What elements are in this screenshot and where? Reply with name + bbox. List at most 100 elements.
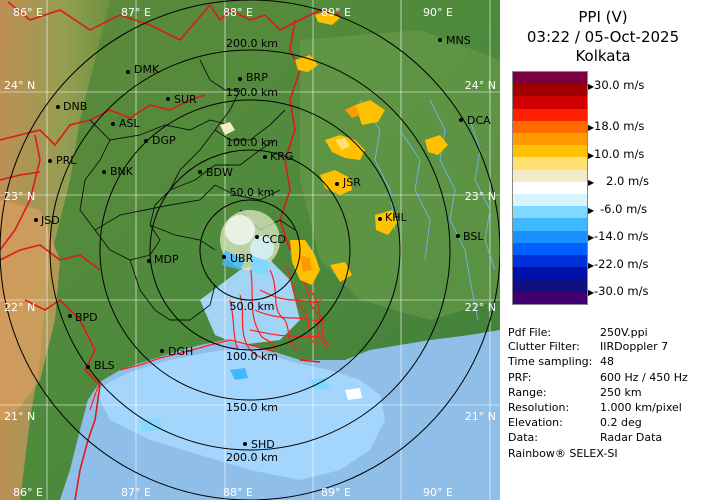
ring-label-south-200: 200.0 km (226, 451, 278, 464)
station-shd: SHD (243, 438, 275, 451)
station-mdp: MDP (147, 253, 179, 266)
ring-label-north-100: 100.0 km (226, 136, 278, 149)
colorbar-step (513, 291, 587, 304)
svg-text:SUR: SUR (174, 93, 197, 106)
ring-label-north-150: 150.0 km (226, 86, 278, 99)
lon-label-top-86: 86° E (13, 6, 43, 19)
colorbar-step (513, 169, 587, 182)
legend-label-10: 10.0 m/s (594, 147, 645, 161)
station-asl: ASL (111, 117, 141, 130)
ring-label-north-200: 200.0 km (226, 37, 278, 50)
info-value-sampling: 48 (600, 355, 614, 368)
lon-label-top-87: 87° E (121, 6, 151, 19)
info-key-clutter: Clutter Filter: (508, 340, 580, 353)
velocity-colorbar (512, 71, 588, 305)
legend-label-neg14: -14.0 m/s (594, 229, 649, 243)
station-dgh: DGH (160, 345, 193, 358)
lon-label-bottom-88: 88° E (223, 486, 253, 499)
svg-text:DNB: DNB (63, 100, 87, 113)
svg-text:BPD: BPD (75, 311, 98, 324)
info-key-data: Data: (508, 431, 538, 444)
info-value-range: 250 km (600, 386, 642, 399)
lat-label-right-21: 21° N (465, 410, 496, 423)
svg-text:JSR: JSR (342, 176, 361, 189)
colorbar-step (513, 145, 587, 158)
legend-label-neg6: -6.0 m/s (600, 202, 648, 216)
info-value-pdf: 250V.ppi (600, 326, 648, 339)
station-dnb: DNB (56, 100, 87, 113)
info-key-elevation: Elevation: (508, 416, 563, 429)
colorbar-step (513, 206, 587, 219)
svg-text:DCA: DCA (467, 114, 491, 127)
svg-text:PRL: PRL (56, 154, 77, 167)
legend-label-neg30: -30.0 m/s (594, 284, 649, 298)
lat-label-left-21: 21° N (4, 410, 35, 423)
ring-label-south-100: 100.0 km (226, 350, 278, 363)
lon-label-bottom-90: 90° E (423, 486, 453, 499)
colorbar-step (513, 242, 587, 256)
colorbar-step (513, 194, 587, 207)
radar-map: 200.0 km 150.0 km 100.0 km 50.0 km 50.0 … (0, 0, 500, 500)
lat-label-right-22: 22° N (465, 301, 496, 314)
colorbar-step (513, 255, 587, 268)
station-ubr: UBR (222, 252, 254, 265)
info-value-data: Radar Data (600, 431, 663, 444)
station-title: Kolkata (575, 47, 631, 65)
station-prl: PRL (48, 154, 77, 167)
info-value-elevation: 0.2 deg (600, 416, 642, 429)
lon-label-bottom-87: 87° E (121, 486, 151, 499)
svg-text:BLS: BLS (94, 359, 115, 372)
colorbar-step (513, 96, 587, 109)
station-khl: KHL (378, 211, 407, 224)
legend-label-neg22: -22.0 m/s (594, 257, 649, 271)
district-boundaries (79, 59, 296, 321)
svg-text:UBR: UBR (230, 252, 254, 265)
colorbar-step (513, 133, 587, 146)
datetime-title: 03:22 / 05-Oct-2025 (526, 28, 680, 46)
coastline (89, 264, 331, 411)
lat-label-right-24: 24° N (465, 79, 496, 92)
svg-text:BNK: BNK (110, 165, 134, 178)
svg-text:SHD: SHD (251, 438, 275, 451)
info-key-pdf: Pdf File: (508, 326, 552, 339)
colorbar-step (513, 108, 587, 121)
lat-label-right-23: 23° N (465, 190, 496, 203)
lat-label-left-22: 22° N (4, 301, 35, 314)
svg-text:KHL: KHL (385, 211, 407, 224)
station-mns: MNS (438, 34, 471, 47)
colorbar-step (513, 72, 587, 85)
svg-text:DGP: DGP (152, 134, 176, 147)
station-jsr: JSR (335, 176, 361, 189)
lon-label-top-90: 90° E (423, 6, 453, 19)
legend-label-18: 18.0 m/s (594, 119, 645, 133)
station-bdw: BDW (198, 166, 233, 179)
lon-label-top-89: 89° E (321, 6, 351, 19)
range-rings (0, 0, 500, 500)
legend-label-2: 2.0 m/s (606, 174, 650, 188)
svg-text:MNS: MNS (446, 34, 471, 47)
station-dgp: DGP (144, 134, 176, 147)
svg-text:DMK: DMK (134, 63, 160, 76)
lon-label-top-88: 88° E (223, 6, 253, 19)
colorbar-step (513, 218, 587, 231)
station-bls: BLS (86, 359, 115, 372)
lat-label-left-23: 23° N (4, 190, 35, 203)
svg-text:CCD: CCD (262, 233, 286, 246)
svg-text:BDW: BDW (206, 166, 233, 179)
colorbar-step (513, 279, 587, 292)
station-ccd: CCD (255, 233, 286, 246)
station-bnk: BNK (102, 165, 134, 178)
station-dca: DCA (459, 114, 491, 127)
station-jsd: JSD (34, 214, 60, 227)
svg-text:BRP: BRP (246, 71, 268, 84)
lon-label-bottom-89: 89° E (321, 486, 351, 499)
colorbar-step (513, 230, 587, 243)
svg-text:KRG: KRG (270, 150, 293, 163)
station-krg: KRG (263, 150, 293, 163)
info-panel: PPI (V) 03:22 / 05-Oct-2025 Kolkata ▶ 30.… (500, 0, 706, 500)
ring-label-south-150: 150.0 km (226, 401, 278, 414)
info-value-resolution: 1.000 km/pixel (600, 401, 682, 414)
station-bpd: BPD (68, 311, 98, 324)
station-dmk: DMK (126, 63, 160, 76)
svg-text:DGH: DGH (168, 345, 193, 358)
